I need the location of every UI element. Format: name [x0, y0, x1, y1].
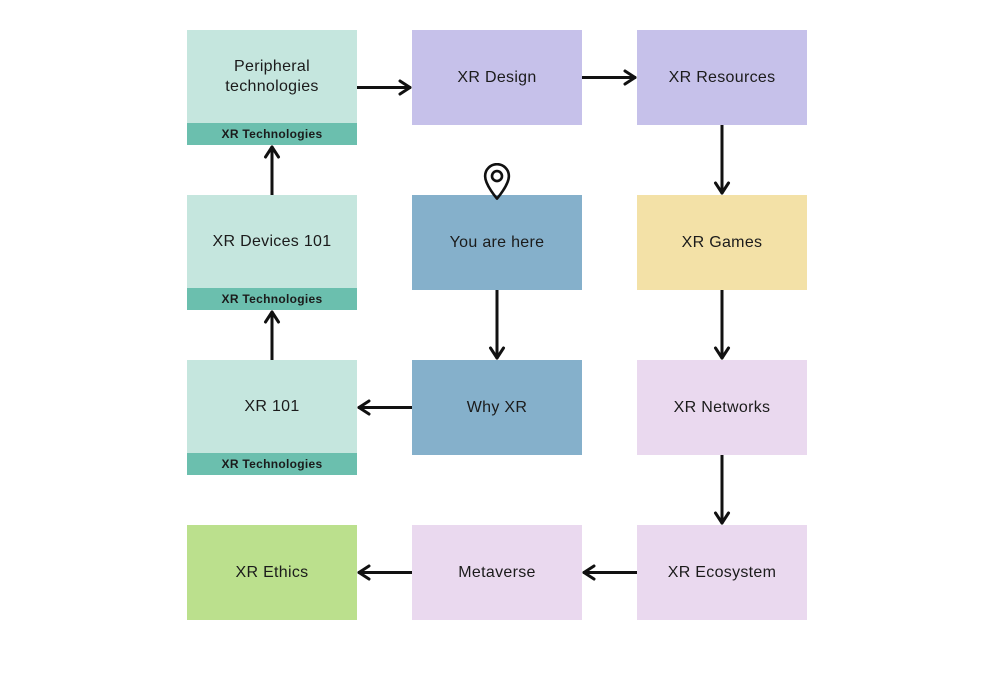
node-label: XR Networks [674, 398, 771, 418]
node-xr-res: XR Resources [637, 30, 807, 125]
node-label: You are here [450, 233, 545, 253]
node-xr-design: XR Design [412, 30, 582, 125]
node-label: XR Devices 101 [213, 232, 332, 252]
node-label: XR Games [682, 233, 763, 253]
node-footer-label: XR Technologies [222, 127, 323, 141]
node-xr-eco: XR Ecosystem [637, 525, 807, 620]
node-footer: XR Technologies [187, 288, 357, 310]
node-xr-net: XR Networks [637, 360, 807, 455]
node-xr-101: XR 101 XR Technologies [187, 360, 357, 475]
flowchart-canvas: Peripheral technologiesXR TechnologiesXR… [0, 0, 1000, 675]
node-footer-label: XR Technologies [222, 292, 323, 306]
node-label: Why XR [467, 398, 527, 418]
node-label: XR Ethics [236, 563, 309, 583]
node-footer: XR Technologies [187, 453, 357, 475]
location-pin-icon [478, 163, 516, 201]
node-metaverse: Metaverse [412, 525, 582, 620]
node-xr-ethics: XR Ethics [187, 525, 357, 620]
node-footer-label: XR Technologies [222, 457, 323, 471]
node-label: XR Design [457, 68, 536, 88]
node-label: XR Ecosystem [668, 563, 777, 583]
node-label: Metaverse [458, 563, 535, 583]
node-label: Peripheral technologies [197, 57, 347, 97]
node-devices101: XR Devices 101 XR Technologies [187, 195, 357, 310]
node-label: XR 101 [244, 397, 299, 417]
node-why-xr: Why XR [412, 360, 582, 455]
node-you-here: You are here [412, 195, 582, 290]
node-footer: XR Technologies [187, 123, 357, 145]
node-peripheral: Peripheral technologies XR Technologies [187, 30, 357, 145]
node-xr-games: XR Games [637, 195, 807, 290]
node-label: XR Resources [669, 68, 776, 88]
